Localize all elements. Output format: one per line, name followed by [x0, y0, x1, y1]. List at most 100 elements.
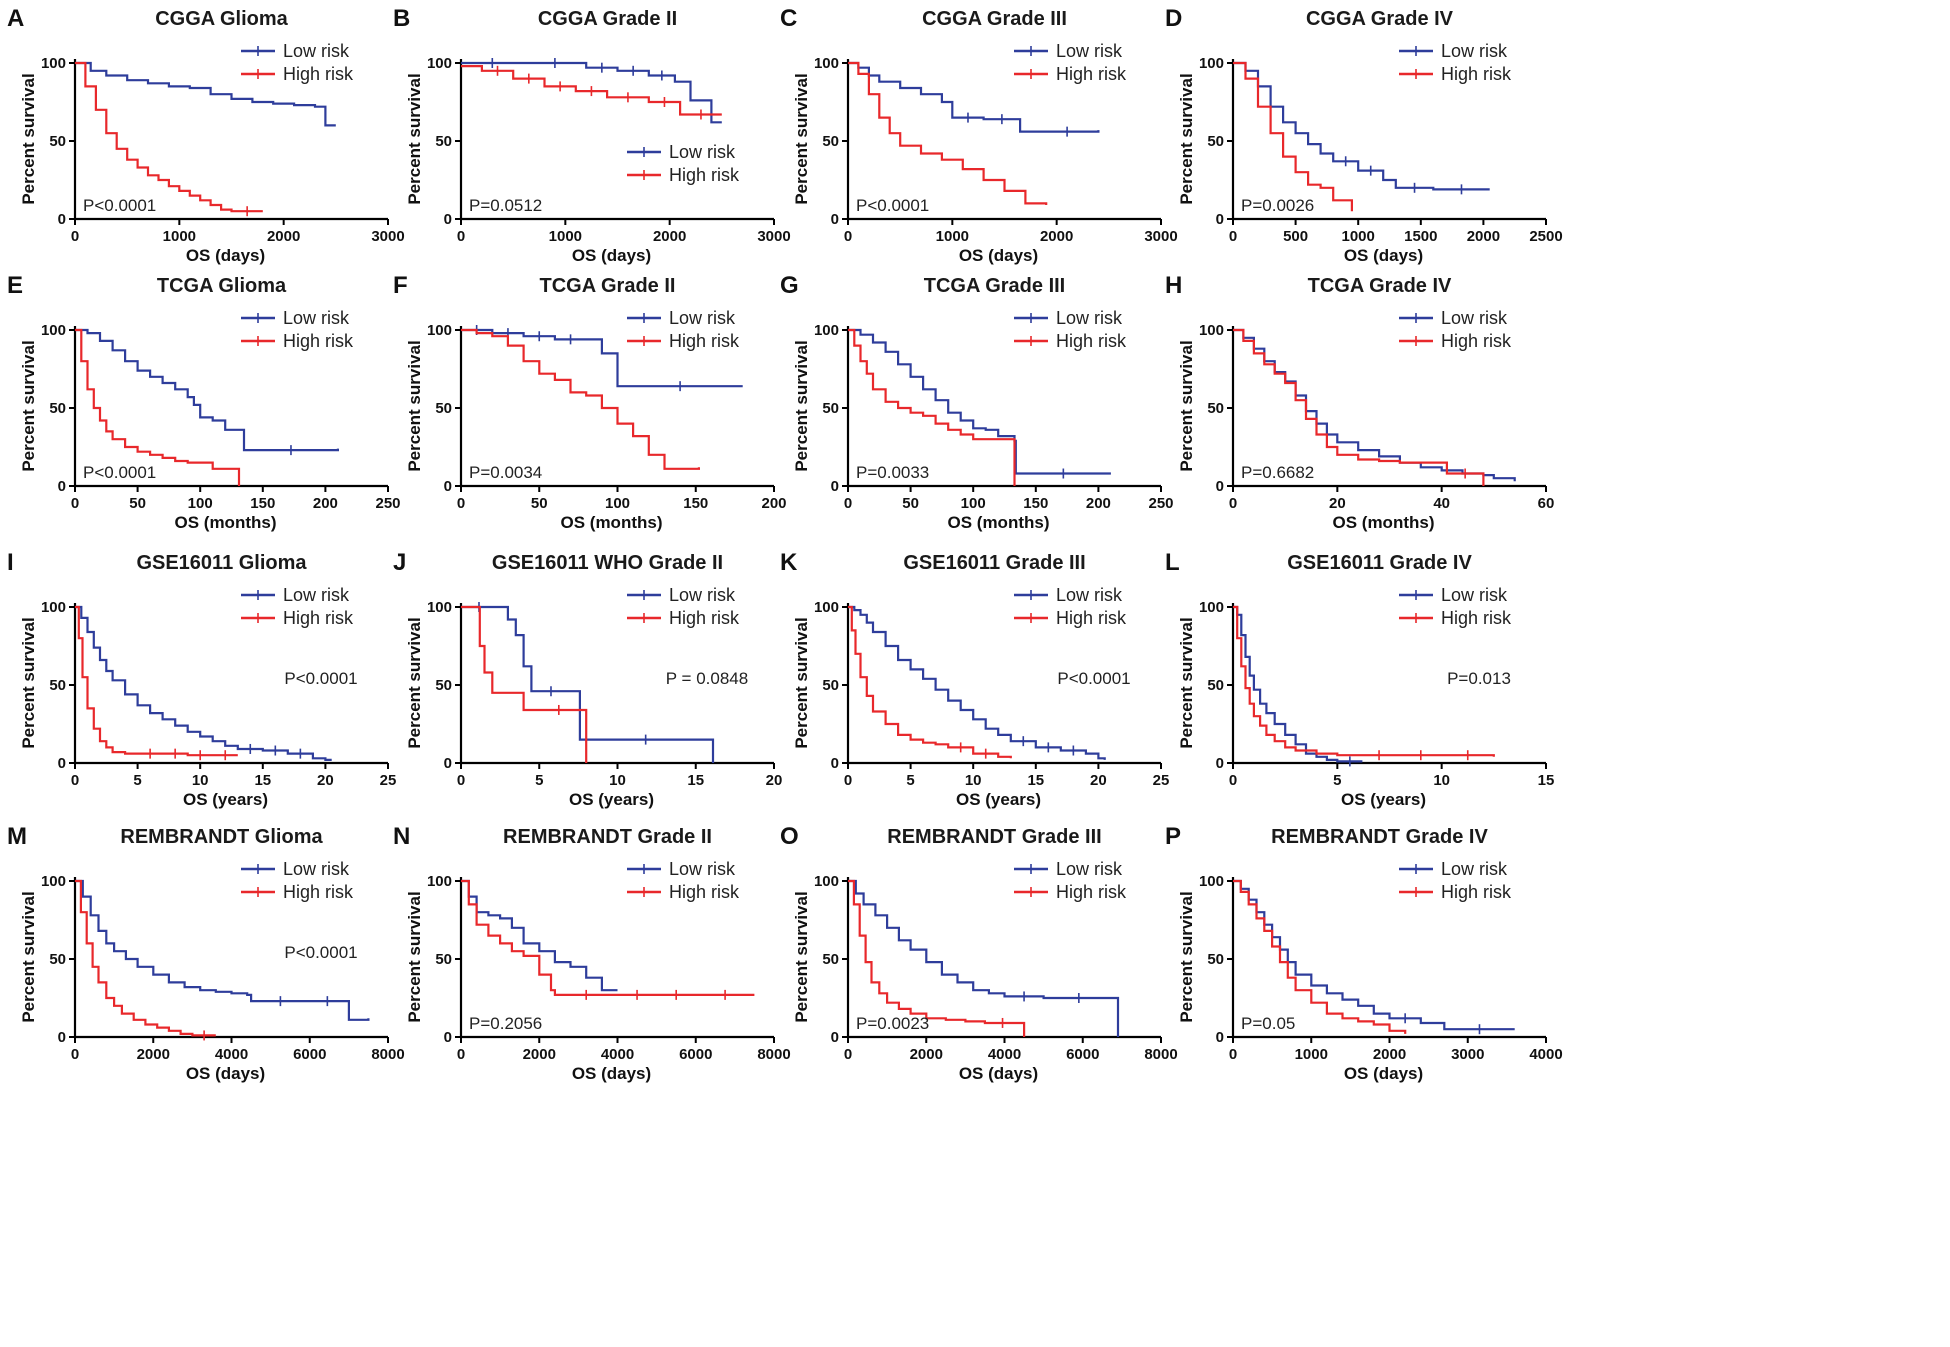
x-tick-label: 100: [961, 495, 986, 512]
legend-label: Low risk: [1441, 308, 1508, 328]
y-axis-label: Percent survival: [19, 73, 38, 204]
x-tick-label: 2500: [1529, 228, 1562, 245]
x-tick-label: 20: [1090, 772, 1107, 789]
low-risk-curve: [848, 61, 1100, 133]
p-value: P<0.0001: [284, 943, 357, 962]
x-tick-label: 0: [71, 495, 79, 512]
y-axis-label: Percent survival: [1177, 891, 1196, 1022]
panel-letter: K: [780, 549, 798, 576]
panel-letter: P: [1165, 823, 1181, 850]
y-tick-label: 100: [41, 55, 66, 72]
x-tick-label: 4000: [988, 1046, 1021, 1063]
legend-label: High risk: [1441, 331, 1512, 351]
x-tick-label: 150: [683, 495, 708, 512]
x-axis-label: OS (days): [186, 246, 265, 265]
legend-label: Low risk: [669, 859, 736, 879]
y-tick-label: 50: [1207, 133, 1224, 150]
y-axis-label: Percent survival: [405, 617, 424, 748]
x-axis-label: OS (years): [183, 790, 268, 809]
x-tick-label: 5: [906, 772, 914, 789]
x-tick-label: 4000: [1529, 1046, 1562, 1063]
low-risk-curve: [75, 61, 336, 127]
panel-title: REMBRANDT Glioma: [120, 826, 323, 848]
y-tick-label: 100: [427, 322, 452, 339]
x-tick-label: 250: [375, 495, 400, 512]
y-tick-label: 100: [814, 873, 839, 890]
legend-label: Low risk: [283, 41, 350, 61]
low-risk-curve: [75, 328, 339, 452]
x-axis-label: OS (days): [959, 246, 1038, 265]
y-tick-label: 100: [41, 322, 66, 339]
x-tick-label: 0: [844, 1046, 852, 1063]
x-tick-label: 8000: [371, 1046, 404, 1063]
x-tick-label: 150: [250, 495, 275, 512]
y-tick-label: 0: [444, 1029, 452, 1046]
x-tick-label: 10: [192, 772, 209, 789]
x-tick-label: 0: [844, 495, 852, 512]
x-axis-label: OS (years): [956, 790, 1041, 809]
x-tick-label: 60: [1538, 495, 1555, 512]
p-value: P=0.0023: [856, 1014, 929, 1033]
panel-m: M REMBRANDT Glioma 0 50 100 0 2000 4000 6000 8000…: [7, 823, 405, 1083]
p-value: P = 0.0848: [666, 669, 748, 688]
x-axis-label: OS (days): [959, 1064, 1038, 1083]
legend-label: Low risk: [1441, 585, 1508, 605]
y-axis-label: Percent survival: [1177, 73, 1196, 204]
legend-label: High risk: [669, 882, 740, 902]
legend-label: High risk: [1056, 882, 1127, 902]
legend-label: High risk: [283, 331, 354, 351]
low-risk-curve: [75, 879, 370, 1021]
panel-i: I GSE16011 Glioma 0 50 100 0 5 10 15 20 25 OS (year…: [7, 549, 396, 809]
p-value: P<0.0001: [856, 196, 929, 215]
y-tick-label: 100: [1199, 873, 1224, 890]
x-tick-label: 0: [457, 1046, 465, 1063]
y-tick-label: 100: [1199, 322, 1224, 339]
x-tick-label: 5: [1333, 772, 1341, 789]
high-risk-curve: [848, 61, 1048, 205]
panel-letter: L: [1165, 549, 1180, 576]
y-tick-label: 0: [1216, 755, 1224, 772]
legend-label: Low risk: [1441, 859, 1508, 879]
low-risk-curve: [848, 328, 1111, 475]
y-tick-label: 50: [49, 951, 66, 968]
x-tick-label: 3000: [1144, 228, 1177, 245]
x-tick-label: 5: [535, 772, 543, 789]
x-tick-label: 2000: [653, 228, 686, 245]
p-value: P=0.6682: [1241, 463, 1314, 482]
x-tick-label: 0: [457, 228, 465, 245]
x-tick-label: 100: [188, 495, 213, 512]
x-tick-label: 15: [1027, 772, 1044, 789]
x-tick-label: 20: [1329, 495, 1346, 512]
y-tick-label: 50: [1207, 400, 1224, 417]
y-tick-label: 100: [814, 599, 839, 616]
panel-letter: G: [780, 272, 799, 299]
x-tick-label: 2000: [1373, 1046, 1406, 1063]
x-tick-label: 4000: [601, 1046, 634, 1063]
high-risk-curve: [461, 328, 700, 470]
panel-letter: F: [393, 272, 408, 299]
x-tick-label: 40: [1433, 495, 1450, 512]
panel-letter: O: [780, 823, 799, 850]
x-axis-label: OS (days): [572, 246, 651, 265]
y-tick-label: 100: [814, 55, 839, 72]
p-value: P=0.013: [1447, 669, 1511, 688]
panel-title: CGGA Grade IV: [1306, 8, 1454, 30]
y-tick-label: 0: [444, 755, 452, 772]
x-axis-label: OS (months): [948, 513, 1050, 532]
x-tick-label: 20: [317, 772, 334, 789]
y-axis-label: Percent survival: [792, 891, 811, 1022]
panel-title: GSE16011 Grade IV: [1287, 552, 1472, 574]
legend-label: Low risk: [669, 585, 736, 605]
y-tick-label: 100: [41, 873, 66, 890]
p-value: P<0.0001: [83, 463, 156, 482]
panel-title: CGGA Grade II: [538, 8, 677, 30]
x-tick-label: 3000: [1451, 1046, 1484, 1063]
panel-title: REMBRANDT Grade III: [887, 826, 1101, 848]
panel-e: E TCGA Glioma 0 50 100 0 50 100 150 200 250 OS (mon…: [7, 272, 401, 532]
panel-n: N REMBRANDT Grade II 0 50 100 0 2000 4000 6000 80…: [393, 823, 791, 1083]
y-tick-label: 0: [58, 211, 66, 228]
x-axis-label: OS (months): [561, 513, 663, 532]
high-risk-curve: [75, 605, 238, 757]
